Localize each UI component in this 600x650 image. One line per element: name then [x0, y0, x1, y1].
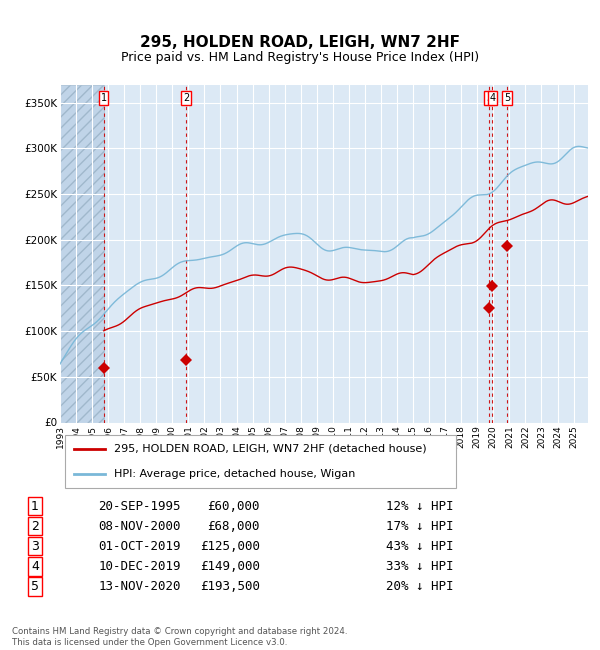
Text: 1: 1 — [31, 500, 39, 513]
Text: £68,000: £68,000 — [207, 519, 260, 532]
Text: 01-OCT-2019: 01-OCT-2019 — [98, 540, 181, 552]
Text: 5: 5 — [504, 93, 511, 103]
Text: £60,000: £60,000 — [207, 500, 260, 513]
Text: 10-DEC-2019: 10-DEC-2019 — [98, 560, 181, 573]
Text: 08-NOV-2000: 08-NOV-2000 — [98, 519, 181, 532]
Text: 12% ↓ HPI: 12% ↓ HPI — [386, 500, 454, 513]
Text: 2: 2 — [183, 93, 189, 103]
Text: £125,000: £125,000 — [200, 540, 260, 552]
Text: 20% ↓ HPI: 20% ↓ HPI — [386, 580, 454, 593]
Text: 4: 4 — [31, 560, 39, 573]
Text: 3: 3 — [31, 540, 39, 552]
Text: 5: 5 — [31, 580, 39, 593]
Text: 4: 4 — [489, 93, 496, 103]
Text: 43% ↓ HPI: 43% ↓ HPI — [386, 540, 454, 552]
Text: 3: 3 — [486, 93, 493, 103]
Text: 295, HOLDEN ROAD, LEIGH, WN7 2HF (detached house): 295, HOLDEN ROAD, LEIGH, WN7 2HF (detach… — [114, 444, 427, 454]
Text: £149,000: £149,000 — [200, 560, 260, 573]
Text: Price paid vs. HM Land Registry's House Price Index (HPI): Price paid vs. HM Land Registry's House … — [121, 51, 479, 64]
Bar — [60, 84, 104, 422]
Text: £193,500: £193,500 — [200, 580, 260, 593]
Text: 33% ↓ HPI: 33% ↓ HPI — [386, 560, 454, 573]
FancyBboxPatch shape — [65, 436, 456, 488]
Text: 13-NOV-2020: 13-NOV-2020 — [98, 580, 181, 593]
Text: 17% ↓ HPI: 17% ↓ HPI — [386, 519, 454, 532]
Text: 2: 2 — [31, 519, 39, 532]
Text: Contains HM Land Registry data © Crown copyright and database right 2024.
This d: Contains HM Land Registry data © Crown c… — [12, 627, 347, 647]
Text: 20-SEP-1995: 20-SEP-1995 — [98, 500, 181, 513]
Text: 295, HOLDEN ROAD, LEIGH, WN7 2HF: 295, HOLDEN ROAD, LEIGH, WN7 2HF — [140, 34, 460, 50]
Text: HPI: Average price, detached house, Wigan: HPI: Average price, detached house, Wiga… — [114, 469, 355, 479]
Text: 1: 1 — [101, 93, 107, 103]
